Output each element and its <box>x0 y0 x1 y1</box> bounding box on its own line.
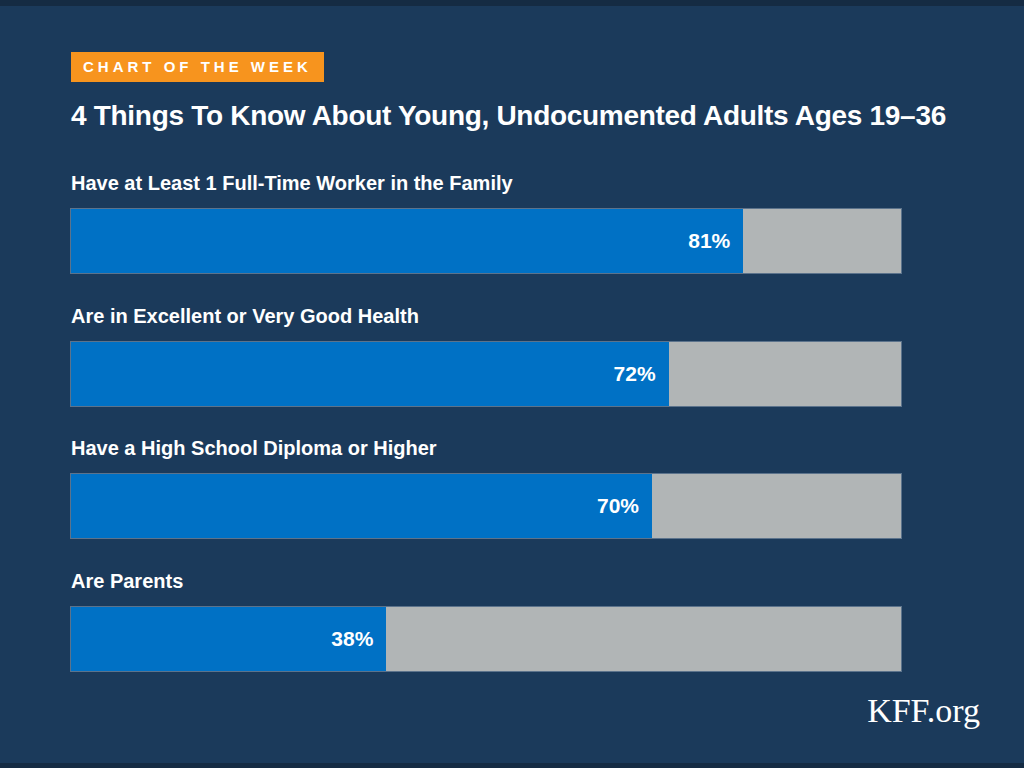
bar-row: Are Parents 38% <box>71 570 901 672</box>
bar-value: 70% <box>597 494 652 518</box>
bar-row: Are in Excellent or Very Good Health 72% <box>71 305 901 407</box>
bar-value: 72% <box>614 362 669 386</box>
bar-row: Have a High School Diploma or Higher 70% <box>71 437 901 539</box>
bar-label: Are Parents <box>71 570 183 593</box>
bar-track: 72% <box>71 342 901 406</box>
chart-page: { "page": { "background": "#1B3A5B", "ed… <box>0 0 1024 768</box>
bar-track: 81% <box>71 209 901 273</box>
bar-fill: 38% <box>71 607 386 671</box>
bar-track: 70% <box>71 474 901 538</box>
bar-row: Have at Least 1 Full-Time Worker in the … <box>71 172 901 274</box>
bar-label: Are in Excellent or Very Good Health <box>71 305 419 328</box>
bar-label: Have a High School Diploma or Higher <box>71 437 437 460</box>
bar-fill: 81% <box>71 209 743 273</box>
bar-chart: Have at Least 1 Full-Time Worker in the … <box>71 0 901 768</box>
bar-track: 38% <box>71 607 901 671</box>
bar-value: 81% <box>688 229 743 253</box>
bar-label: Have at Least 1 Full-Time Worker in the … <box>71 172 513 195</box>
kff-logo: KFF.org <box>867 692 980 730</box>
bar-fill: 70% <box>71 474 652 538</box>
bar-fill: 72% <box>71 342 669 406</box>
bar-value: 38% <box>331 627 386 651</box>
